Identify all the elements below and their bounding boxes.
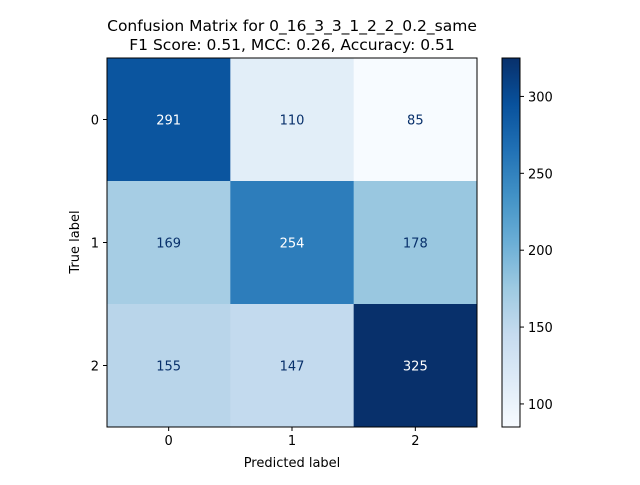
x-tick-label-1: 1 [288,434,296,449]
y-tick-label-1: 1 [91,237,99,252]
x-tick-label-2: 2 [411,434,419,449]
colorbar-tick-label-200: 200 [528,244,553,259]
y-tick-label-2: 2 [91,360,99,375]
heatmap-cell-r2-c1 [230,304,355,428]
heatmap-cell-r2-c2 [353,304,478,428]
colorbar-tick-label-150: 150 [528,321,553,336]
heatmap-cell-r1-c0 [107,181,231,305]
colorbar [501,57,521,428]
colorbar-ticks: 100 150 200 250 300 [520,90,553,413]
heatmap-cell-r2-c0 [107,304,231,428]
x-axis-label: Predicted label [244,456,341,471]
cell-value-r0-c1: 110 [280,114,305,129]
cell-value-r2-c0: 155 [156,360,181,375]
cell-value-r2-c1: 147 [280,360,305,375]
x-axis-ticks: 0 1 2 [165,427,419,449]
cell-value-r0-c0: 291 [156,114,181,129]
colorbar-tick-label-100: 100 [528,398,553,413]
y-axis-ticks: 0 1 2 [91,114,107,375]
chart-subtitle: F1 Score: 0.51, MCC: 0.26, Accuracy: 0.5… [129,36,454,54]
heatmap-cell-labels: 291 110 85 169 254 178 155 147 325 [156,114,427,375]
heatmap-cell-r0-c2 [353,58,478,182]
y-tick-label-0: 0 [91,114,99,129]
cell-value-r1-c2: 178 [403,237,428,252]
heatmap-cell-r0-c0 [107,58,231,182]
cell-value-r2-c2: 325 [403,360,428,375]
x-tick-label-0: 0 [165,434,173,449]
heatmap-cell-r0-c1 [230,58,355,182]
chart-title: Confusion Matrix for 0_16_3_3_1_2_2_0.2_… [107,17,477,36]
cell-value-r0-c2: 85 [407,114,424,129]
y-axis-label: True label [68,210,83,274]
colorbar-tick-label-250: 250 [528,167,553,182]
heatmap-cell-r1-c2 [353,181,478,305]
cell-value-r1-c0: 169 [156,237,181,252]
heatmap-cell-r1-c1 [230,181,355,305]
cell-value-r1-c1: 254 [280,237,305,252]
colorbar-tick-label-300: 300 [528,90,553,105]
heatmap-cells [107,58,478,428]
